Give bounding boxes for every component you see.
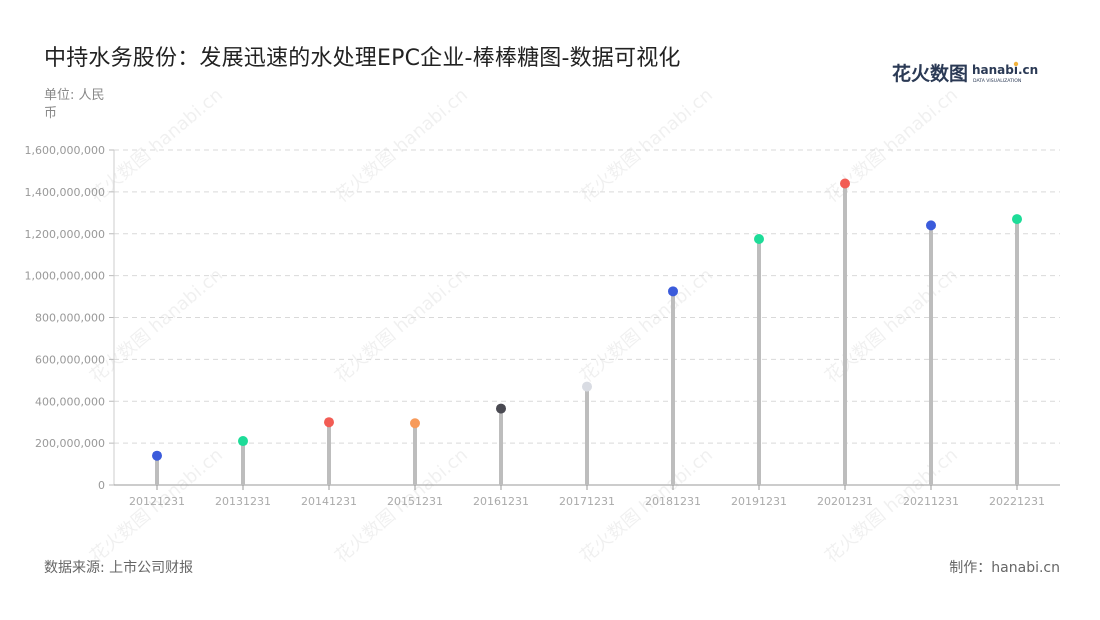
lollipop-dot[interactable] bbox=[152, 450, 162, 461]
logo-main-text: 花火数图 bbox=[892, 62, 968, 85]
lollipop-dot[interactable] bbox=[238, 436, 248, 447]
unit-label: 单位: 人民币 bbox=[44, 88, 105, 121]
chart-title: 中持水务股份：发展迅速的水处理EPC企业-棒棒糖图-数据可视化 bbox=[44, 46, 681, 71]
y-tick-label: 400,000,000 bbox=[35, 395, 105, 408]
logo-brand-text: hanabi.cn bbox=[972, 63, 1038, 77]
y-tick-label: 200,000,000 bbox=[35, 437, 105, 450]
watermark-text: 花火数图 hanabi.cn bbox=[576, 264, 717, 387]
y-axis: 0 200,000,000 400,000,000 600,000,000 800,00… bbox=[25, 144, 115, 492]
data-source: 数据来源: 上市公司财报 bbox=[44, 560, 194, 576]
y-tick-label: 1,600,000,000 bbox=[25, 144, 105, 157]
lollipop-dot[interactable] bbox=[754, 233, 764, 244]
x-tick-label: 20151231 bbox=[387, 495, 443, 508]
watermark-text: 花火数图 hanabi.cn bbox=[821, 264, 962, 387]
x-tick-label: 20161231 bbox=[473, 495, 529, 508]
y-tick-label: 1,400,000,000 bbox=[25, 186, 105, 199]
x-tick-label: 20201231 bbox=[817, 495, 873, 508]
x-axis: 20121231 20131231 20141231 20151231 20161231… bbox=[114, 484, 1060, 508]
lollipop-dot[interactable] bbox=[926, 220, 936, 231]
credit-text: 制作：hanabi.cn bbox=[949, 560, 1060, 576]
watermark-text: 花火数图 hanabi.cn bbox=[86, 84, 227, 207]
watermark-text: 花火数图 hanabi.cn bbox=[821, 84, 962, 207]
lollipop-dot[interactable] bbox=[582, 381, 592, 392]
x-tick-label: 20141231 bbox=[301, 495, 357, 508]
lollipop-dot[interactable] bbox=[410, 418, 420, 429]
lollipop-dot[interactable] bbox=[840, 178, 850, 189]
x-tick-label: 20221231 bbox=[989, 495, 1045, 508]
brand-logo: 花火数图 hanabi.cn DATA VISUALIZATION bbox=[892, 61, 1038, 85]
lollipop-dot[interactable] bbox=[1012, 214, 1022, 225]
x-tick-label: 20211231 bbox=[903, 495, 959, 508]
watermark-text: 花火数图 hanabi.cn bbox=[331, 84, 472, 207]
lollipop-dot[interactable] bbox=[324, 417, 334, 428]
y-tick-label: 0 bbox=[98, 479, 105, 492]
y-tick-label: 800,000,000 bbox=[35, 312, 105, 325]
logo-sub-text: DATA VISUALIZATION bbox=[973, 78, 1021, 84]
y-tick-label: 600,000,000 bbox=[35, 353, 105, 366]
watermark-text: 花火数图 hanabi.cn bbox=[576, 84, 717, 207]
watermark-text: 花火数图 hanabi.cn bbox=[86, 264, 227, 387]
x-tick-label: 20131231 bbox=[215, 495, 271, 508]
x-tick-label: 20121231 bbox=[129, 495, 185, 508]
x-tick-label: 20171231 bbox=[559, 495, 615, 508]
lollipop-dot[interactable] bbox=[496, 403, 506, 414]
y-tick-label: 1,200,000,000 bbox=[25, 228, 105, 241]
x-tick-label: 20191231 bbox=[731, 495, 787, 508]
lollipop-marks bbox=[152, 178, 1022, 485]
y-tick-label: 1,000,000,000 bbox=[25, 270, 105, 283]
watermark-text: 花火数图 hanabi.cn bbox=[331, 264, 472, 387]
lollipop-dot[interactable] bbox=[668, 286, 678, 297]
logo-spark-icon bbox=[1013, 61, 1019, 67]
x-tick-label: 20181231 bbox=[645, 495, 701, 508]
